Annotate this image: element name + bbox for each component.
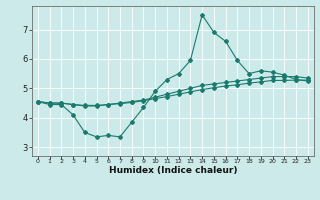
X-axis label: Humidex (Indice chaleur): Humidex (Indice chaleur) bbox=[108, 166, 237, 175]
